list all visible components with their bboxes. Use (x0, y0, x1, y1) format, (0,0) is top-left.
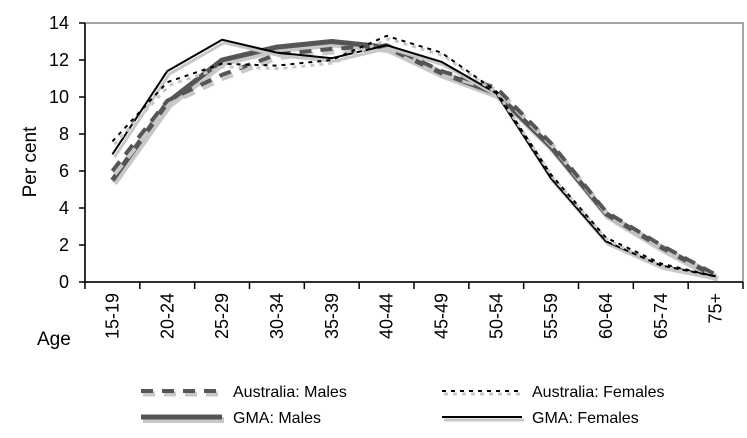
plot-frame (84, 22, 744, 283)
legend-item: GMA: Males (141, 410, 321, 427)
x-tick-label: 40-44 (377, 293, 397, 339)
legend-label: GMA: Females (532, 410, 639, 427)
y-tick-label: 0 (59, 272, 69, 292)
x-axis-title: Age (37, 329, 71, 350)
x-tick-label: 55-59 (541, 293, 561, 339)
y-tick-label: 6 (59, 161, 69, 181)
x-tick-label: 75+ (706, 293, 726, 324)
series-line (110, 43, 717, 277)
plot-area (84, 22, 744, 283)
y-axis-title: Per cent (20, 126, 41, 197)
series-australia-females (111, 34, 718, 281)
y-tick-label: 12 (49, 50, 69, 70)
x-tick-label: 30-34 (267, 293, 287, 339)
legend-item: Australia: Males (141, 384, 347, 401)
series-layer (110, 34, 720, 283)
y-tick-label: 14 (49, 13, 69, 33)
y-tick-label: 8 (59, 124, 69, 144)
x-tick-label: 65-74 (651, 293, 671, 339)
y-tick-label: 10 (49, 87, 69, 107)
legend-label: GMA: Males (233, 410, 321, 427)
y-tick-label: 4 (59, 198, 69, 218)
x-tick-label: 45-49 (431, 293, 451, 339)
legend-label: Australia: Females (532, 384, 665, 401)
x-tick-label: 35-39 (322, 293, 342, 339)
x-tick-label: 60-64 (596, 293, 616, 339)
legend-item: Australia: Females (442, 384, 665, 401)
x-tick-label: 50-54 (486, 293, 506, 339)
y-tick-label: 2 (59, 235, 69, 255)
x-tick-label: 25-29 (212, 293, 232, 339)
legend: Australia: Males Australia: Females GMA: M… (141, 384, 665, 427)
series-shadow (113, 41, 718, 281)
x-tick-label: 20-24 (157, 293, 177, 339)
series-shadow (113, 37, 718, 281)
axes-layer: 0 2 4 6 8 10 12 14 15-19 20-24 25-29 30-34 35-39 40-4… (49, 13, 744, 339)
x-tick-label: 15-19 (102, 293, 122, 339)
legend-item: GMA: Females (442, 410, 639, 427)
series-line (111, 34, 716, 278)
series-australia-males (110, 43, 719, 280)
legend-label: Australia: Males (233, 384, 347, 401)
